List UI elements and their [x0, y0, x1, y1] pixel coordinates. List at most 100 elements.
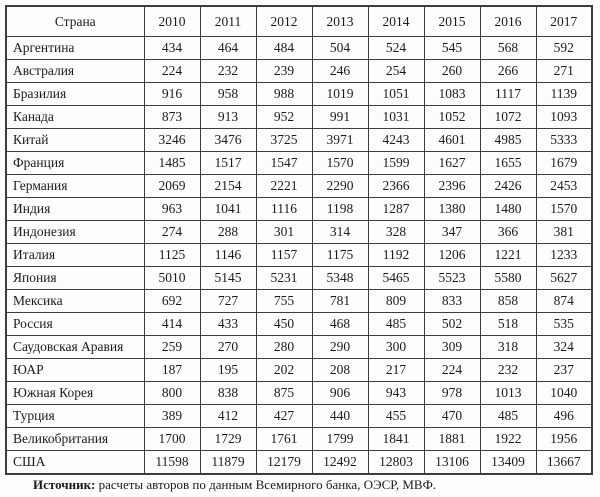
- value-cell: 1051: [367, 82, 425, 106]
- value-cell: 1841: [367, 427, 425, 451]
- value-cell: 1157: [255, 243, 313, 267]
- header-row: Страна 2010 2011 2012 2013 2014 2015 2016 2017: [5, 5, 593, 37]
- table-row: Германия 2069 2154 2221 2290 2366 2396 2426 2453: [5, 174, 593, 198]
- table-row: Китай 3246 3476 3725 3971 4243 4601 4985 5333: [5, 128, 593, 152]
- table-row: Россия 414 433 450 468 485 502 518 535: [5, 312, 593, 336]
- value-cell: 318: [479, 335, 537, 359]
- value-cell: 1570: [535, 197, 593, 221]
- value-cell: 988: [255, 82, 313, 106]
- value-cell: 1146: [199, 243, 257, 267]
- country-cell: Аргентина: [5, 36, 145, 60]
- value-cell: 484: [255, 36, 313, 60]
- value-cell: 1175: [311, 243, 369, 267]
- country-cell: Австралия: [5, 59, 145, 83]
- value-cell: 450: [255, 312, 313, 336]
- value-cell: 502: [423, 312, 481, 336]
- value-cell: 202: [255, 358, 313, 382]
- value-cell: 727: [199, 289, 257, 313]
- header-cell-year: 2011: [199, 5, 257, 37]
- value-cell: 1041: [199, 197, 257, 221]
- value-cell: 254: [367, 59, 425, 83]
- value-cell: 3476: [199, 128, 257, 152]
- value-cell: 237: [535, 358, 593, 382]
- value-cell: 280: [255, 335, 313, 359]
- value-cell: 389: [143, 404, 201, 428]
- value-cell: 1547: [255, 151, 313, 175]
- value-cell: 1198: [311, 197, 369, 221]
- source-note-text: расчеты авторов по данным Всемирного бан…: [95, 477, 437, 492]
- value-cell: 13106: [423, 450, 481, 475]
- country-cell: ЮАР: [5, 358, 145, 382]
- value-cell: 187: [143, 358, 201, 382]
- value-cell: 414: [143, 312, 201, 336]
- value-cell: 4601: [423, 128, 481, 152]
- header-cell-year: 2013: [311, 5, 369, 37]
- country-cell: Индия: [5, 197, 145, 221]
- value-cell: 916: [143, 82, 201, 106]
- header-cell-country: Страна: [5, 5, 145, 37]
- value-cell: 952: [255, 105, 313, 129]
- value-cell: 592: [535, 36, 593, 60]
- value-cell: 524: [367, 36, 425, 60]
- value-cell: 266: [479, 59, 537, 83]
- value-cell: 692: [143, 289, 201, 313]
- value-cell: 4985: [479, 128, 537, 152]
- value-cell: 464: [199, 36, 257, 60]
- table-row: Бразилия 916 958 988 1019 1051 1083 1117 1139: [5, 82, 593, 106]
- value-cell: 1287: [367, 197, 425, 221]
- value-cell: 1116: [255, 197, 313, 221]
- value-cell: 1729: [199, 427, 257, 451]
- country-cell: Россия: [5, 312, 145, 336]
- value-cell: 963: [143, 197, 201, 221]
- value-cell: 13667: [535, 450, 593, 475]
- value-cell: 3971: [311, 128, 369, 152]
- value-cell: 5145: [199, 266, 257, 290]
- value-cell: 496: [535, 404, 593, 428]
- table-row: Мексика 692 727 755 781 809 833 858 874: [5, 289, 593, 313]
- country-cell: Япония: [5, 266, 145, 290]
- table-row: Австралия 224 232 239 246 254 260 266 271: [5, 59, 593, 83]
- value-cell: 2426: [479, 174, 537, 198]
- value-cell: 433: [199, 312, 257, 336]
- value-cell: 434: [143, 36, 201, 60]
- value-cell: 1679: [535, 151, 593, 175]
- value-cell: 1517: [199, 151, 257, 175]
- value-cell: 11879: [199, 450, 257, 475]
- value-cell: 288: [199, 220, 257, 244]
- value-cell: 809: [367, 289, 425, 313]
- value-cell: 290: [311, 335, 369, 359]
- value-cell: 324: [535, 335, 593, 359]
- value-cell: 1019: [311, 82, 369, 106]
- country-cell: Китай: [5, 128, 145, 152]
- value-cell: 3246: [143, 128, 201, 152]
- value-cell: 1233: [535, 243, 593, 267]
- value-cell: 906: [311, 381, 369, 405]
- country-cell: Германия: [5, 174, 145, 198]
- value-cell: 309: [423, 335, 481, 359]
- value-cell: 1052: [423, 105, 481, 129]
- value-cell: 5627: [535, 266, 593, 290]
- table-row: Канада 873 913 952 991 1031 1052 1072 1093: [5, 105, 593, 129]
- value-cell: 485: [479, 404, 537, 428]
- value-cell: 833: [423, 289, 481, 313]
- value-cell: 1485: [143, 151, 201, 175]
- country-cell: Саудовская Аравия: [5, 335, 145, 359]
- value-cell: 1599: [367, 151, 425, 175]
- value-cell: 838: [199, 381, 257, 405]
- value-cell: 913: [199, 105, 257, 129]
- value-cell: 5523: [423, 266, 481, 290]
- value-cell: 427: [255, 404, 313, 428]
- value-cell: 1031: [367, 105, 425, 129]
- value-cell: 314: [311, 220, 369, 244]
- value-cell: 1040: [535, 381, 593, 405]
- value-cell: 5333: [535, 128, 593, 152]
- value-cell: 1380: [423, 197, 481, 221]
- country-cell: Канада: [5, 105, 145, 129]
- value-cell: 468: [311, 312, 369, 336]
- value-cell: 958: [199, 82, 257, 106]
- value-cell: 781: [311, 289, 369, 313]
- value-cell: 978: [423, 381, 481, 405]
- value-cell: 300: [367, 335, 425, 359]
- value-cell: 195: [199, 358, 257, 382]
